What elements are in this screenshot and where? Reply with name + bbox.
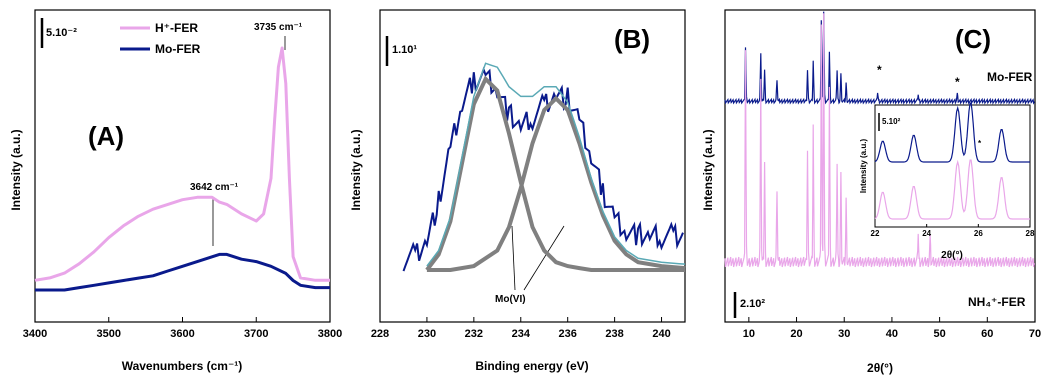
inset-plot: 5.10² * 22 24 26 28 2θ(°) Intensity (a.u.) [859, 102, 1035, 261]
panel-b-raw-spectrum [402, 66, 684, 272]
panel-c: 2.10² (C) Mo-FER NH₄⁺-FER * * 10 20 30 40 50… [701, 9, 1041, 375]
panel-c-scale-label: 2.10² [740, 298, 765, 310]
inset-x-axis-label: 2θ(°) [941, 250, 963, 261]
inset-series [874, 102, 1030, 220]
panel-c-x-ticks: 10 20 30 40 50 60 70 [743, 317, 1041, 340]
inset-x-tick-label: 26 [974, 229, 983, 238]
inset-y-axis-label: Intensity (a.u.) [859, 139, 868, 194]
panel-b-series [402, 62, 686, 272]
panel-a-x-axis-label: Wavenumbers (cm⁻¹) [122, 359, 243, 373]
panel-a-y-axis-label: Intensity (a.u.) [9, 129, 23, 210]
panel-a-label: (A) [88, 121, 124, 151]
panel-c-x-axis-label: 2θ(°) [867, 361, 893, 375]
panel-c-y-axis-label: Intensity (a.u.) [701, 129, 715, 210]
panel-a-x-tick-label: 3500 [97, 328, 121, 340]
inset-x-tick-label: 28 [1026, 229, 1035, 238]
panel-b-x-tick-label: 236 [559, 328, 577, 340]
panel-c-x-tick-label: 60 [981, 328, 993, 340]
panel-c-pattern-1 [724, 11, 1035, 105]
panel-b-label: (B) [614, 24, 650, 54]
inset-pattern-2 [874, 159, 1030, 220]
panel-b-x-tick-label: 240 [652, 328, 670, 340]
panel-b-x-tick-label: 230 [418, 328, 436, 340]
panel-b-scale-label: 1.10¹ [392, 44, 417, 56]
panel-a-scale-label: 5.10⁻² [46, 27, 77, 39]
inset-x-tick-label: 22 [871, 229, 880, 238]
annotation-3642: 3642 cm⁻¹ [190, 182, 239, 193]
inset-x-tick-label: 24 [922, 229, 931, 238]
annotation-mo-vi: Mo(VI) [495, 294, 526, 305]
panel-c-x-tick-label: 50 [933, 328, 945, 340]
panel-b-fit-component-2 [426, 95, 686, 272]
panel-b-fit-component-1 [425, 75, 685, 272]
panel-a-x-ticks: 3400 3500 3600 3700 3800 [23, 317, 342, 340]
panel-c-frame [724, 9, 1036, 323]
panel-b-frame [379, 9, 686, 323]
panel-b-x-axis-label: Binding energy (eV) [475, 359, 588, 373]
panel-a: 5.10⁻² (A) H⁺-FER Mo-FER 3735 cm⁻¹ 3642 … [9, 9, 342, 373]
panel-b-fit-envelope [426, 62, 686, 267]
panel-c-series [724, 11, 1036, 268]
series-label-nh4fer: NH₄⁺-FER [968, 295, 1026, 309]
inset-star: * [978, 139, 982, 148]
annotation-3735: 3735 cm⁻¹ [254, 22, 303, 33]
inset-pattern-1 [874, 102, 1030, 163]
panel-a-x-tick-label: 3400 [23, 328, 47, 340]
legend-label-hfer: H⁺-FER [155, 21, 198, 35]
panel-a-series-line-2 [35, 252, 330, 292]
panel-a-x-tick-label: 3700 [244, 328, 268, 340]
panel-b-y-axis-label: Intensity (a.u.) [349, 129, 363, 210]
panel-c-x-tick-label: 30 [838, 328, 850, 340]
inset-x-ticks: 22 24 26 28 [871, 224, 1035, 238]
panel-c-x-tick-label: 10 [743, 328, 755, 340]
panel-a-series [34, 46, 330, 292]
panel-c-label: (C) [955, 24, 991, 54]
star-marker-2: * [955, 75, 960, 89]
panel-c-pattern-2 [724, 13, 1036, 268]
panel-b: 1.10¹ (B) Mo(VI) 228 230 232 234 236 238 240 B… [349, 9, 686, 373]
panel-b-x-ticks: 228 230 232 234 236 238 240 [371, 317, 671, 340]
inset-scale-label: 5.10² [882, 117, 901, 126]
panel-b-x-tick-label: 238 [605, 328, 623, 340]
annotation-mo-vi-arrow-1 [511, 225, 516, 291]
series-label-mofer: Mo-FER [987, 70, 1033, 84]
panel-c-x-tick-label: 20 [790, 328, 802, 340]
panel-c-x-tick-label: 70 [1029, 328, 1041, 340]
panel-a-x-tick-label: 3800 [318, 328, 342, 340]
panel-b-x-tick-label: 234 [512, 328, 531, 340]
panel-a-series-line-1 [34, 46, 330, 282]
star-marker-1: * [877, 63, 882, 77]
panel-b-x-tick-label: 228 [371, 328, 389, 340]
panel-c-x-tick-label: 40 [886, 328, 898, 340]
legend-label-mofer: Mo-FER [155, 42, 201, 56]
panel-a-x-tick-label: 3600 [170, 328, 194, 340]
annotation-mo-vi-arrow-2 [523, 225, 565, 291]
panel-b-x-tick-label: 232 [465, 328, 483, 340]
